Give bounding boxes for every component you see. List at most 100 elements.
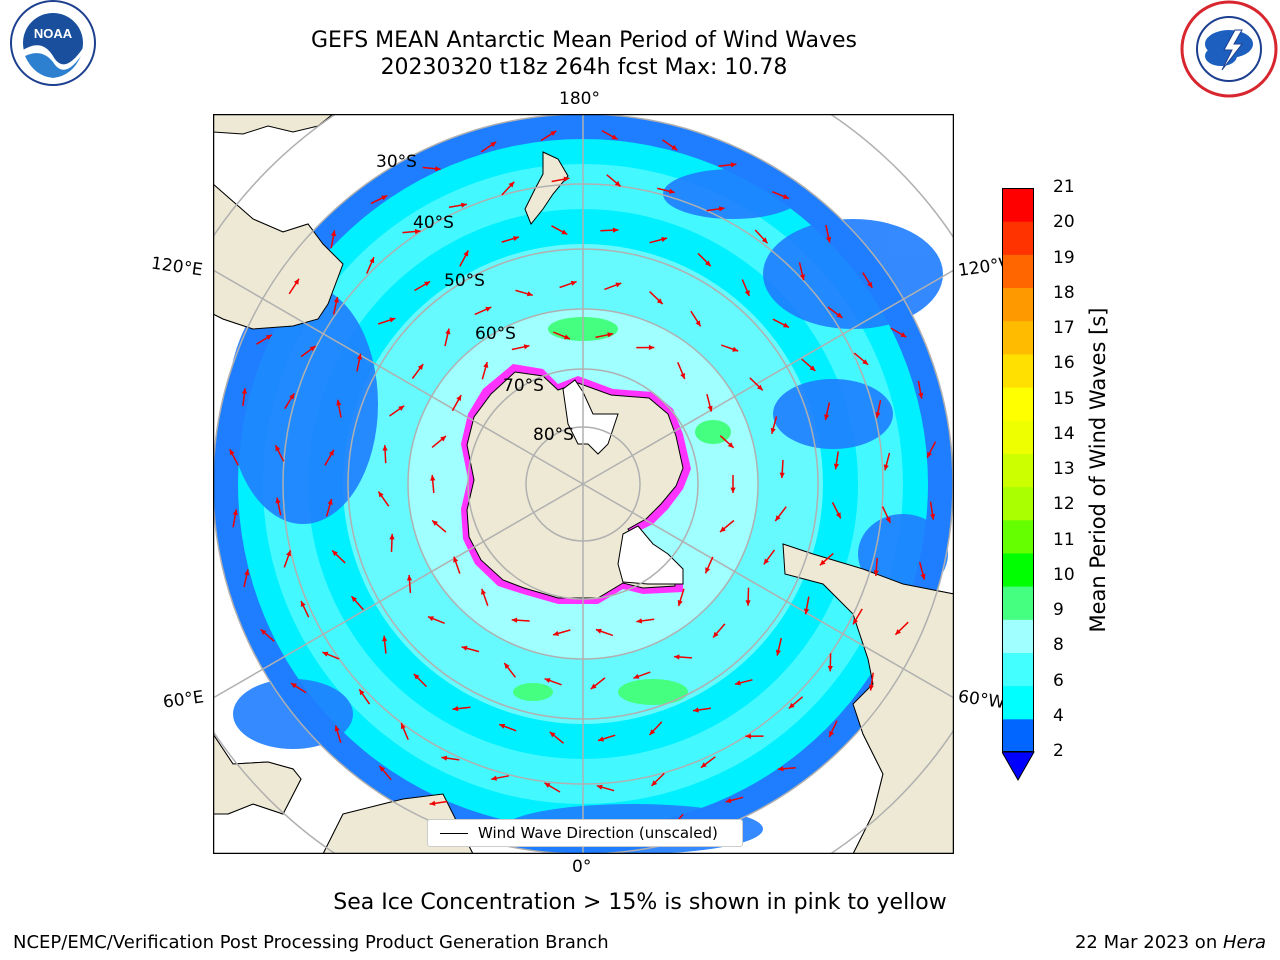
colorbar-segment xyxy=(1002,320,1034,355)
wind-arrow-head xyxy=(265,334,272,340)
wind-arrow-head xyxy=(229,449,235,456)
legend-label: Wind Wave Direction (unscaled) xyxy=(478,824,718,842)
colorbar-tick-label: 16 xyxy=(1053,353,1075,374)
wind-arrow-head xyxy=(327,499,333,505)
colorbar-tick-label: 12 xyxy=(1053,494,1075,515)
chart-title-line2: 20230320 t18z 264h fcst Max: 10.78 xyxy=(380,55,788,80)
colorbar-tick-label: 17 xyxy=(1053,318,1075,338)
colorbar-segment xyxy=(1002,387,1034,421)
wind-arrow-head xyxy=(598,736,604,742)
footer-date-text: 22 Mar 2023 on xyxy=(1074,932,1223,953)
wind-arrow-head xyxy=(483,362,489,368)
lon-label-120e: 120°E xyxy=(149,253,204,281)
wind-arrow-head xyxy=(775,649,781,656)
wind-arrow-head xyxy=(445,328,451,335)
wind-arrow-head xyxy=(244,569,250,576)
wind-arrow-head xyxy=(440,436,446,442)
wind-arrow-head xyxy=(417,364,424,370)
wind-arrow-head xyxy=(725,798,732,803)
wind-arrow-head xyxy=(930,513,936,520)
wind-arrow-head xyxy=(570,280,577,286)
wind-arrow-head xyxy=(328,449,334,456)
colorbar-title: Mean Period of Wind Waves [s] xyxy=(1086,307,1110,633)
footer-branch: NCEP/EMC/Verification Post Processing Pr… xyxy=(13,932,609,953)
wind-arrow-head xyxy=(827,665,833,672)
lat-label-50s: 50°S xyxy=(444,271,485,291)
nws-logo xyxy=(1180,0,1278,102)
wind-arrow-head xyxy=(260,629,267,635)
colorbar-tick-label: 14 xyxy=(1053,423,1075,444)
wind-arrow-head xyxy=(452,706,459,712)
wind-arrow-head xyxy=(636,618,643,624)
lat-label-70s: 70°S xyxy=(503,376,544,396)
chart-title-line1: GEFS MEAN Antarctic Mean Period of Wind … xyxy=(311,28,857,53)
lat-label-80s: 80°S xyxy=(533,425,574,445)
wind-arrow-head xyxy=(275,445,281,452)
wind-arrow-head xyxy=(649,729,656,735)
wind-arrow-head xyxy=(382,445,388,451)
wind-arrow-head xyxy=(544,782,551,788)
wind-arrow-head xyxy=(290,683,297,689)
wind-arrow-head xyxy=(523,344,530,350)
wind-arrow-head xyxy=(389,317,396,323)
colorbar-tick-label: 15 xyxy=(1053,388,1075,409)
colorbar-segment xyxy=(1002,652,1034,687)
wind-arrow-head xyxy=(333,296,339,303)
wind-arrow-head xyxy=(300,601,306,607)
wind-arrow-head xyxy=(895,629,901,635)
wind-arrow-head xyxy=(607,332,614,338)
colorbar-segment xyxy=(1002,586,1034,620)
colorbar-segment xyxy=(1002,453,1034,488)
wind-arrow-head xyxy=(561,229,568,235)
wind-arrow-head xyxy=(400,723,406,730)
meridians xyxy=(213,114,954,854)
wind-arrow-head xyxy=(550,130,557,136)
colorbar-segment xyxy=(1002,353,1034,388)
colorbar-tick-label: 13 xyxy=(1053,459,1075,479)
lon-label-60w: 60°W xyxy=(956,686,1007,714)
wind-arrow-head xyxy=(775,515,781,521)
wind-arrow-head xyxy=(835,512,841,519)
wind-arrow-head xyxy=(661,237,668,242)
wind-arrow-head xyxy=(334,725,340,732)
wind-arrow-head xyxy=(490,141,497,148)
wind-arrow-head xyxy=(414,228,421,235)
wind-arrow-head xyxy=(700,762,707,768)
wind-arrow-head xyxy=(429,800,436,806)
colorbar-tick-label: 20 xyxy=(1053,212,1075,233)
wind-arrow-head xyxy=(563,176,570,182)
wind-arrow-head xyxy=(693,707,699,713)
wind-arrow-head xyxy=(732,346,739,352)
wind-arrow-head xyxy=(504,663,510,669)
wind-arrow-head xyxy=(511,617,518,623)
wind-arrow-head xyxy=(441,755,448,761)
colorbar-tick-label: 18 xyxy=(1053,282,1075,303)
colorbar-segment xyxy=(1002,552,1034,587)
wind-arrow-head xyxy=(381,195,388,201)
colorbar-tick-label: 11 xyxy=(1053,529,1075,550)
wind-arrow-head xyxy=(680,373,685,379)
wind-arrow-head xyxy=(730,487,736,493)
colorbar-tick-label: 2 xyxy=(1053,741,1064,761)
wind-arrow-head xyxy=(553,630,559,636)
wind-arrow-head xyxy=(819,559,826,566)
wind-arrow-head xyxy=(508,181,515,188)
wind-arrow-head xyxy=(398,405,405,411)
wind-arrow-head xyxy=(833,463,839,470)
map-legend: Wind Wave Direction (unscaled) xyxy=(427,819,743,847)
wind-arrow-head xyxy=(461,645,468,651)
colorbar-segment xyxy=(1002,287,1034,322)
colorbar xyxy=(1001,188,1042,788)
wind-arrow-head xyxy=(668,188,675,194)
wind-arrow-head xyxy=(867,281,873,288)
wind-arrow-head xyxy=(611,134,618,140)
footer-date: 22 Mar 2023 on Hera xyxy=(1075,932,1266,953)
colorbar-tick-label: 19 xyxy=(1053,247,1075,268)
wind-arrow-head xyxy=(744,290,750,297)
colorbar-segment xyxy=(1002,420,1034,454)
wind-arrow-head xyxy=(359,689,365,696)
colorbar-tick-label: 9 xyxy=(1053,600,1064,620)
lon-label-0: 0° xyxy=(572,857,592,877)
wind-arrow-head xyxy=(356,353,362,360)
wind-arrow-head xyxy=(757,384,763,391)
